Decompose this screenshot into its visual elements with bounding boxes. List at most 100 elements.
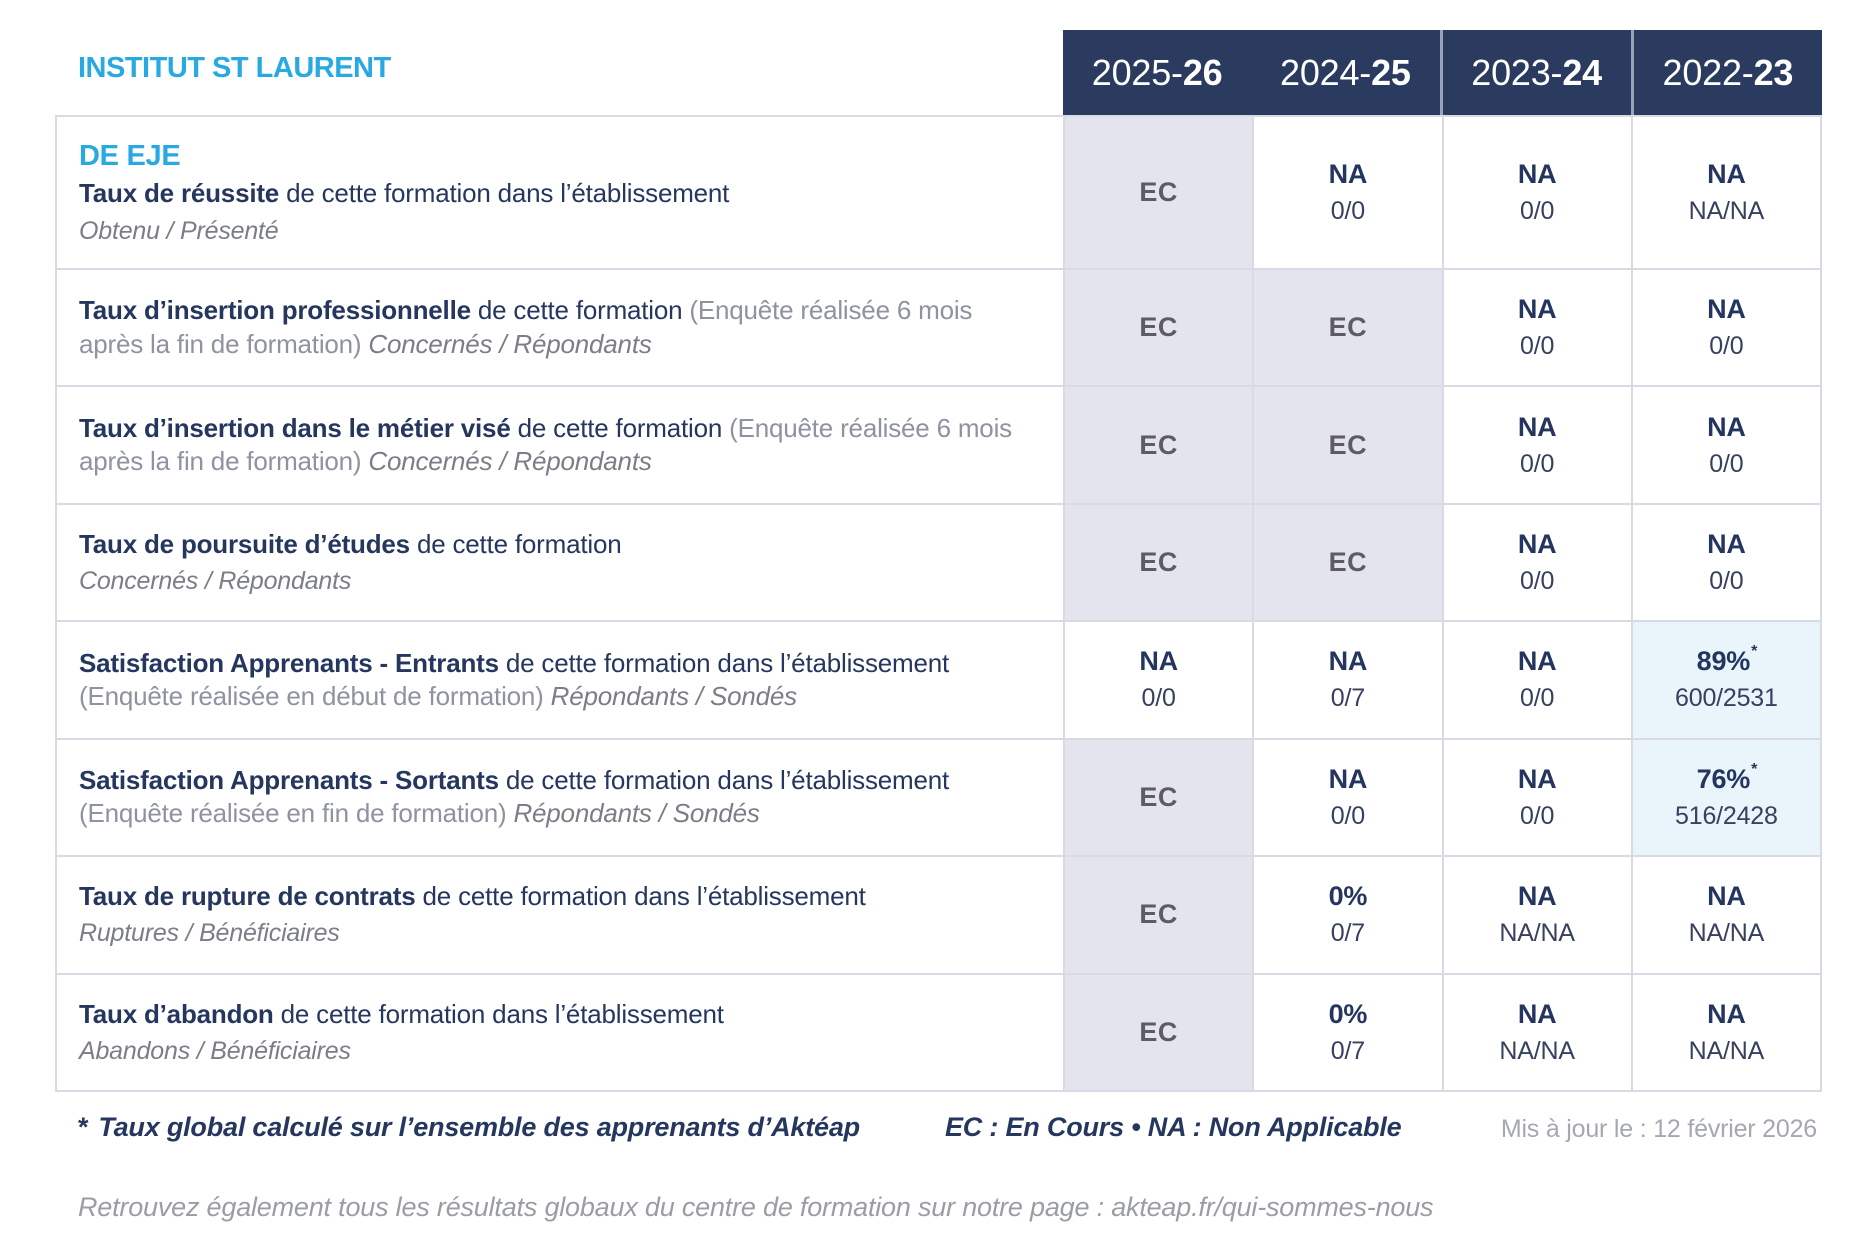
value-fraction: 0/0 bbox=[1520, 197, 1555, 225]
value-main: EC bbox=[1139, 429, 1178, 460]
value-cell: NA 0/0 bbox=[1443, 622, 1631, 738]
value-cell: NA 0/0 bbox=[1443, 387, 1631, 503]
value-main: EC bbox=[1328, 429, 1368, 460]
indicator-title: Taux d’insertion dans le métier visé bbox=[79, 412, 518, 443]
indicator-label-cell: Taux d’abandon de cette formation dans l… bbox=[57, 974, 1063, 1090]
value-fraction: 600/2531 bbox=[1675, 684, 1778, 713]
indicator-description: de cette formation bbox=[517, 412, 723, 443]
footnote-text: Taux global calculé sur l’ensemble des a… bbox=[98, 1112, 860, 1142]
value-main: EC bbox=[1139, 1016, 1178, 1047]
value-main: EC bbox=[1328, 547, 1368, 578]
indicator-title: Taux de poursuite d’études bbox=[79, 528, 417, 559]
value-main: NA bbox=[1707, 159, 1746, 189]
value-fraction: 0/0 bbox=[1520, 567, 1555, 596]
year-column-header: 2025- 26 bbox=[1063, 30, 1251, 115]
survey-note: (Enquête réalisée 6 mois après la fin de… bbox=[79, 412, 1012, 477]
value-main: NA bbox=[1517, 646, 1557, 677]
ratio-caption: Concernés / Répondants bbox=[361, 446, 652, 477]
value-fraction: NA/NA bbox=[1688, 197, 1765, 225]
value-cell: EC bbox=[1065, 504, 1253, 621]
value-main: NA bbox=[1707, 411, 1746, 442]
asterisk-marker: * bbox=[1751, 643, 1758, 661]
indicator-title: Taux d’insertion professionnelle bbox=[79, 295, 478, 326]
value-cell: EC bbox=[1065, 739, 1253, 856]
value-main: NA bbox=[1517, 998, 1557, 1029]
indicator-description: de cette formation bbox=[477, 295, 683, 326]
value-cell: NA 0/0 bbox=[1065, 622, 1253, 738]
value-fraction: NA/NA bbox=[1688, 919, 1765, 948]
ratio-caption: Répondants / Sondés bbox=[506, 798, 760, 829]
ratio-caption: Concernés / Répondants bbox=[361, 328, 652, 359]
value-main: NA bbox=[1707, 294, 1746, 325]
survey-note: (Enquête réalisée en début de formation) bbox=[79, 680, 544, 711]
value-main: NA bbox=[1707, 998, 1746, 1029]
value-fraction: 0/7 bbox=[1330, 1036, 1365, 1065]
year-prefix: 2024- bbox=[1280, 51, 1372, 93]
value-main: NA bbox=[1707, 529, 1746, 560]
value-fraction: NA/NA bbox=[1688, 1036, 1765, 1065]
value-cell: EC bbox=[1065, 270, 1253, 386]
value-fraction: 0/0 bbox=[1520, 449, 1555, 478]
value-main: NA bbox=[1328, 763, 1368, 794]
abbreviations-legend: EC : En Cours • NA : Non Applicable bbox=[945, 1112, 1402, 1142]
value-cell: NA 0/7 bbox=[1254, 622, 1442, 738]
last-updated-date: Mis à jour le : 12 février 2026 bbox=[1500, 1115, 1817, 1143]
ratio-caption: Concernés / Répondants bbox=[79, 567, 352, 596]
indicator-title: Satisfaction Apprenants - Sortants bbox=[79, 765, 506, 796]
value-main: NA bbox=[1707, 881, 1746, 912]
ratio-caption: Ruptures / Bénéficiaires bbox=[79, 919, 340, 948]
value-cell: EC bbox=[1254, 270, 1442, 386]
year-prefix: 2023- bbox=[1471, 51, 1563, 93]
indicator-label-cell: Taux de rupture de contrats de cette for… bbox=[57, 857, 1063, 973]
value-cell: NA 0/0 bbox=[1443, 739, 1631, 856]
value-cell: EC bbox=[1254, 387, 1442, 503]
year-suffix: 23 bbox=[1753, 51, 1794, 93]
year-suffix: 26 bbox=[1182, 51, 1223, 93]
indicator-title: Taux de rupture de contrats bbox=[79, 881, 423, 912]
value-fraction: 0/0 bbox=[1330, 801, 1365, 830]
ratio-caption: Obtenu / Présenté bbox=[79, 216, 279, 245]
ratio-caption: Répondants / Sondés bbox=[543, 680, 797, 711]
value-cell: NA 0/0 bbox=[1254, 117, 1442, 268]
asterisk-marker: * bbox=[78, 1112, 89, 1142]
value-main: 0% bbox=[1328, 998, 1368, 1029]
indicator-label: Taux d’abandon de cette formation dans l… bbox=[79, 998, 1037, 1031]
value-fraction: 0/0 bbox=[1520, 801, 1555, 830]
indicator-description: de cette formation dans l’établissement bbox=[280, 998, 724, 1029]
year-column-header: 2023- 24 bbox=[1439, 30, 1631, 115]
value-cell: NA 0/0 bbox=[1632, 504, 1820, 621]
indicator-label: Taux de réussite de cette formation dans… bbox=[79, 177, 1037, 210]
value-cell: NA NA/NA bbox=[1632, 974, 1820, 1090]
value-main: NA bbox=[1517, 159, 1557, 189]
year-prefix: 2022- bbox=[1662, 51, 1754, 93]
value-main: NA bbox=[1139, 646, 1178, 677]
value-cell: NA 0/0 bbox=[1443, 504, 1631, 621]
indicator-label-cell: Taux de poursuite d’études de cette form… bbox=[57, 504, 1063, 621]
indicator-label: Satisfaction Apprenants - Entrants de ce… bbox=[79, 647, 1037, 714]
value-main: 0% bbox=[1328, 881, 1368, 912]
value-main: 76%* bbox=[1696, 760, 1758, 794]
value-cell: NA 0/0 bbox=[1632, 387, 1820, 503]
value-fraction: 516/2428 bbox=[1675, 801, 1778, 830]
value-cell: 0% 0/7 bbox=[1254, 974, 1442, 1090]
indicator-description: de cette formation dans l’établissement bbox=[505, 647, 950, 678]
indicator-label: Taux d’insertion professionnelle de cett… bbox=[79, 294, 1037, 361]
indicator-title: Taux d’abandon bbox=[79, 998, 281, 1029]
indicator-label-cell: Taux d’insertion professionnelle de cett… bbox=[57, 270, 1063, 386]
value-fraction: NA/NA bbox=[1499, 1036, 1575, 1065]
value-main: EC bbox=[1139, 177, 1178, 207]
year-header-bar: 2025- 26 2024- 25 2023- 24 2022- 23 bbox=[1063, 30, 1822, 115]
indicator-label-cell: Satisfaction Apprenants - Sortants de ce… bbox=[57, 739, 1063, 856]
value-cell: NA NA/NA bbox=[1632, 117, 1820, 268]
value-cell: EC bbox=[1065, 117, 1253, 268]
value-cell: NA 0/0 bbox=[1254, 739, 1442, 856]
value-cell: EC bbox=[1065, 387, 1253, 503]
survey-note: (Enquête réalisée en fin de formation) bbox=[79, 798, 507, 829]
value-main: NA bbox=[1517, 763, 1557, 794]
value-main: EC bbox=[1139, 781, 1178, 812]
indicator-label-cell: DE EJE Taux de réussite de cette formatio… bbox=[57, 117, 1063, 268]
value-fraction: 0/0 bbox=[1330, 197, 1365, 225]
value-cell: 0% 0/7 bbox=[1254, 857, 1442, 973]
value-cell: NA NA/NA bbox=[1632, 857, 1820, 973]
